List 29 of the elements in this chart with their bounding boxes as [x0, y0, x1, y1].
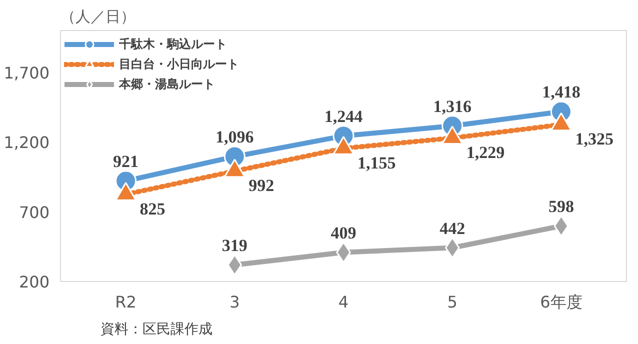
- x-tick-label: 5: [447, 292, 458, 312]
- data-label: 1,155: [358, 153, 396, 172]
- data-label: 1,316: [433, 96, 472, 116]
- y-tick-label: 1,700: [4, 63, 50, 82]
- point: [554, 215, 569, 237]
- legend-label: 目白台・小日向ルート: [119, 56, 239, 72]
- y-axis-title: （人／日）: [60, 8, 136, 26]
- data-label: 319: [222, 236, 248, 255]
- y-tick-label: 200: [18, 272, 50, 292]
- data-label: 1,244: [324, 106, 364, 126]
- y-tick-label: 1,200: [4, 133, 50, 152]
- text: 資料：区民課作成: [100, 322, 212, 338]
- y-tick-label: 700: [18, 202, 50, 222]
- data-label: 921: [113, 152, 139, 171]
- x-tick-label: 4: [338, 292, 349, 312]
- data-label: 992: [248, 176, 274, 196]
- data-label: 598: [548, 197, 574, 216]
- data-label: 1,418: [542, 82, 580, 102]
- x-tick-label: 3: [230, 292, 240, 312]
- data-label: 1,325: [575, 130, 614, 149]
- x-tick-label: R2: [115, 292, 136, 312]
- legend-label: 千駄木・駒込ルート: [119, 36, 227, 52]
- data-label: 1,096: [216, 128, 254, 147]
- data-label: 825: [140, 199, 166, 218]
- data-label: 1,229: [466, 143, 505, 162]
- data-label: 442: [440, 218, 466, 238]
- x-tick-label: 6年度: [540, 292, 582, 312]
- legend-label: 本郷・湯島ルート: [119, 76, 215, 92]
- data-label: 409: [330, 223, 356, 242]
